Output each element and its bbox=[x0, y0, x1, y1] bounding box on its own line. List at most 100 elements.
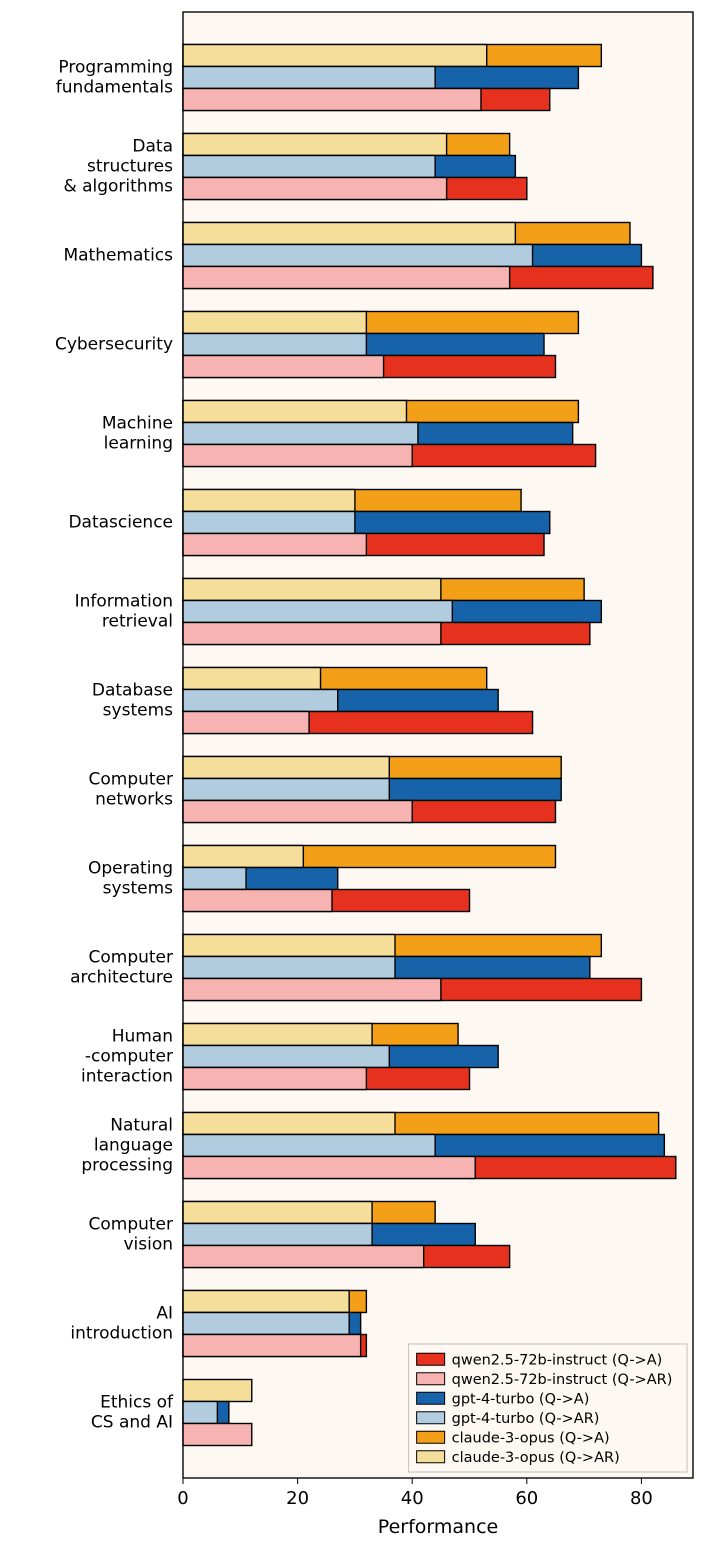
category-label-line: Computer bbox=[88, 947, 173, 967]
x-tick-label: 0 bbox=[177, 1488, 188, 1509]
bar-gpt-4-turbo bbox=[183, 1402, 217, 1424]
bar-claude-3-opus bbox=[183, 1202, 372, 1224]
bar-claude-3-opus bbox=[183, 1380, 252, 1402]
bar-qwen2-5-72b-instruct bbox=[183, 1335, 361, 1357]
category-label: Programmingfundamentals bbox=[56, 57, 173, 97]
bar-qwen2-5-72b-instruct bbox=[183, 801, 412, 823]
legend-swatch bbox=[417, 1373, 445, 1385]
bar-gpt-4-turbo bbox=[183, 245, 533, 267]
bar-gpt-4-turbo bbox=[183, 1224, 372, 1246]
category-label: Mathematics bbox=[63, 246, 173, 266]
bar-claude-3-opus bbox=[183, 757, 389, 779]
bar-qwen2-5-72b-instruct bbox=[183, 1068, 366, 1090]
legend-label: gpt-4-turbo (Q->A) bbox=[452, 1391, 590, 1407]
category-label-line: Computer bbox=[88, 769, 173, 789]
category-label-line: retrieval bbox=[102, 612, 173, 632]
bar-gpt-4-turbo bbox=[183, 512, 355, 534]
bar-qwen2-5-72b-instruct bbox=[183, 979, 441, 1001]
category-label-line: AI bbox=[156, 1303, 173, 1323]
bar-qwen2-5-72b-instruct bbox=[183, 356, 384, 378]
bar-claude-3-opus bbox=[183, 312, 366, 334]
category-label-line: structures bbox=[87, 157, 173, 177]
bar-claude-3-opus bbox=[183, 45, 487, 67]
category-label: Ethics ofCS and AI bbox=[91, 1392, 174, 1432]
category-label-line: Datascience bbox=[68, 513, 173, 533]
legend-swatch bbox=[417, 1353, 445, 1365]
category-label-line: Data bbox=[132, 136, 173, 156]
category-label-line: Human bbox=[112, 1026, 173, 1046]
bar-qwen2-5-72b-instruct bbox=[183, 890, 332, 912]
bar-claude-3-opus bbox=[183, 401, 406, 423]
bar-claude-3-opus bbox=[183, 579, 441, 601]
category-label-line: systems bbox=[103, 879, 173, 899]
chart-container: Programmingfundamentals Datastructures& a… bbox=[0, 0, 707, 1541]
category-label-line: introduction bbox=[70, 1324, 173, 1344]
x-tick-label: 80 bbox=[630, 1488, 653, 1509]
legend-label: qwen2.5-72b-instruct (Q->A) bbox=[452, 1352, 663, 1368]
legend-swatch bbox=[417, 1392, 445, 1404]
legend-label: claude-3-opus (Q->AR) bbox=[452, 1450, 620, 1466]
bar-gpt-4-turbo bbox=[183, 334, 366, 356]
category-label: Datascience bbox=[68, 513, 173, 533]
bar-claude-3-opus bbox=[183, 1024, 372, 1046]
category-label-line: Ethics of bbox=[100, 1392, 174, 1412]
category-label-line: processing bbox=[81, 1156, 173, 1176]
legend-label: gpt-4-turbo (Q->AR) bbox=[452, 1411, 600, 1427]
category-label-line: Database bbox=[92, 680, 173, 700]
category-label: Cybersecurity bbox=[55, 335, 173, 355]
bar-qwen2-5-72b-instruct bbox=[183, 1157, 475, 1179]
bar-gpt-4-turbo bbox=[183, 779, 389, 801]
category-label-line: Natural bbox=[110, 1115, 173, 1135]
bar-gpt-4-turbo bbox=[183, 957, 395, 979]
category-label-line: Machine bbox=[102, 413, 173, 433]
bar-qwen2-5-72b-instruct bbox=[183, 623, 441, 645]
category-label: Computernetworks bbox=[88, 769, 173, 809]
category-label-line: Computer bbox=[88, 1214, 173, 1234]
category-label-line: Operating bbox=[88, 858, 173, 878]
category-label: Databasesystems bbox=[92, 680, 173, 720]
category-label-line: Programming bbox=[58, 57, 173, 77]
category-label-line: networks bbox=[95, 790, 173, 810]
bar-qwen2-5-72b-instruct bbox=[183, 534, 366, 556]
category-label-line: language bbox=[94, 1136, 173, 1156]
bar-qwen2-5-72b-instruct bbox=[183, 89, 481, 111]
bar-claude-3-opus bbox=[183, 490, 355, 512]
bar-gpt-4-turbo bbox=[183, 423, 418, 445]
category-label: Machinelearning bbox=[102, 413, 173, 453]
legend-swatch bbox=[417, 1451, 445, 1463]
bar-qwen2-5-72b-instruct bbox=[183, 1246, 424, 1268]
x-tick-label: 20 bbox=[286, 1488, 309, 1509]
legend-swatch bbox=[417, 1412, 445, 1424]
bar-gpt-4-turbo bbox=[183, 601, 452, 623]
x-tick-label: 40 bbox=[401, 1488, 424, 1509]
bar-claude-3-opus bbox=[183, 1113, 395, 1135]
bar-qwen2-5-72b-instruct bbox=[183, 712, 309, 734]
x-axis-label: Performance bbox=[378, 1516, 498, 1538]
bar-claude-3-opus bbox=[183, 846, 303, 868]
bar-gpt-4-turbo bbox=[183, 156, 435, 178]
performance-chart: Programmingfundamentals Datastructures& a… bbox=[0, 0, 707, 1541]
bar-claude-3-opus bbox=[183, 668, 321, 690]
legend-swatch bbox=[417, 1431, 445, 1443]
category-label-line: Information bbox=[75, 591, 173, 611]
bar-claude-3-opus bbox=[183, 935, 395, 957]
bar-qwen2-5-72b-instruct bbox=[183, 445, 412, 467]
bar-gpt-4-turbo bbox=[183, 1135, 435, 1157]
bar-qwen2-5-72b-instruct bbox=[183, 267, 510, 289]
category-label-line: fundamentals bbox=[56, 78, 173, 98]
category-label-line: -computer bbox=[85, 1047, 173, 1067]
bar-qwen2-5-72b-instruct bbox=[183, 178, 447, 200]
category-label-line: learning bbox=[104, 434, 173, 454]
bar-gpt-4-turbo bbox=[183, 1313, 349, 1335]
category-label-line: architecture bbox=[70, 968, 173, 988]
bar-gpt-4-turbo bbox=[183, 1046, 389, 1068]
legend-label: claude-3-opus (Q->A) bbox=[452, 1430, 610, 1446]
category-label-line: systems bbox=[103, 701, 173, 721]
category-label-line: & algorithms bbox=[63, 177, 173, 197]
bar-gpt-4-turbo bbox=[183, 868, 246, 890]
bar-claude-3-opus bbox=[183, 223, 515, 245]
bar-claude-3-opus bbox=[183, 1291, 349, 1313]
bar-qwen2-5-72b-instruct bbox=[183, 1424, 252, 1446]
category-label-line: vision bbox=[123, 1235, 173, 1255]
category-label-line: CS and AI bbox=[91, 1413, 173, 1433]
